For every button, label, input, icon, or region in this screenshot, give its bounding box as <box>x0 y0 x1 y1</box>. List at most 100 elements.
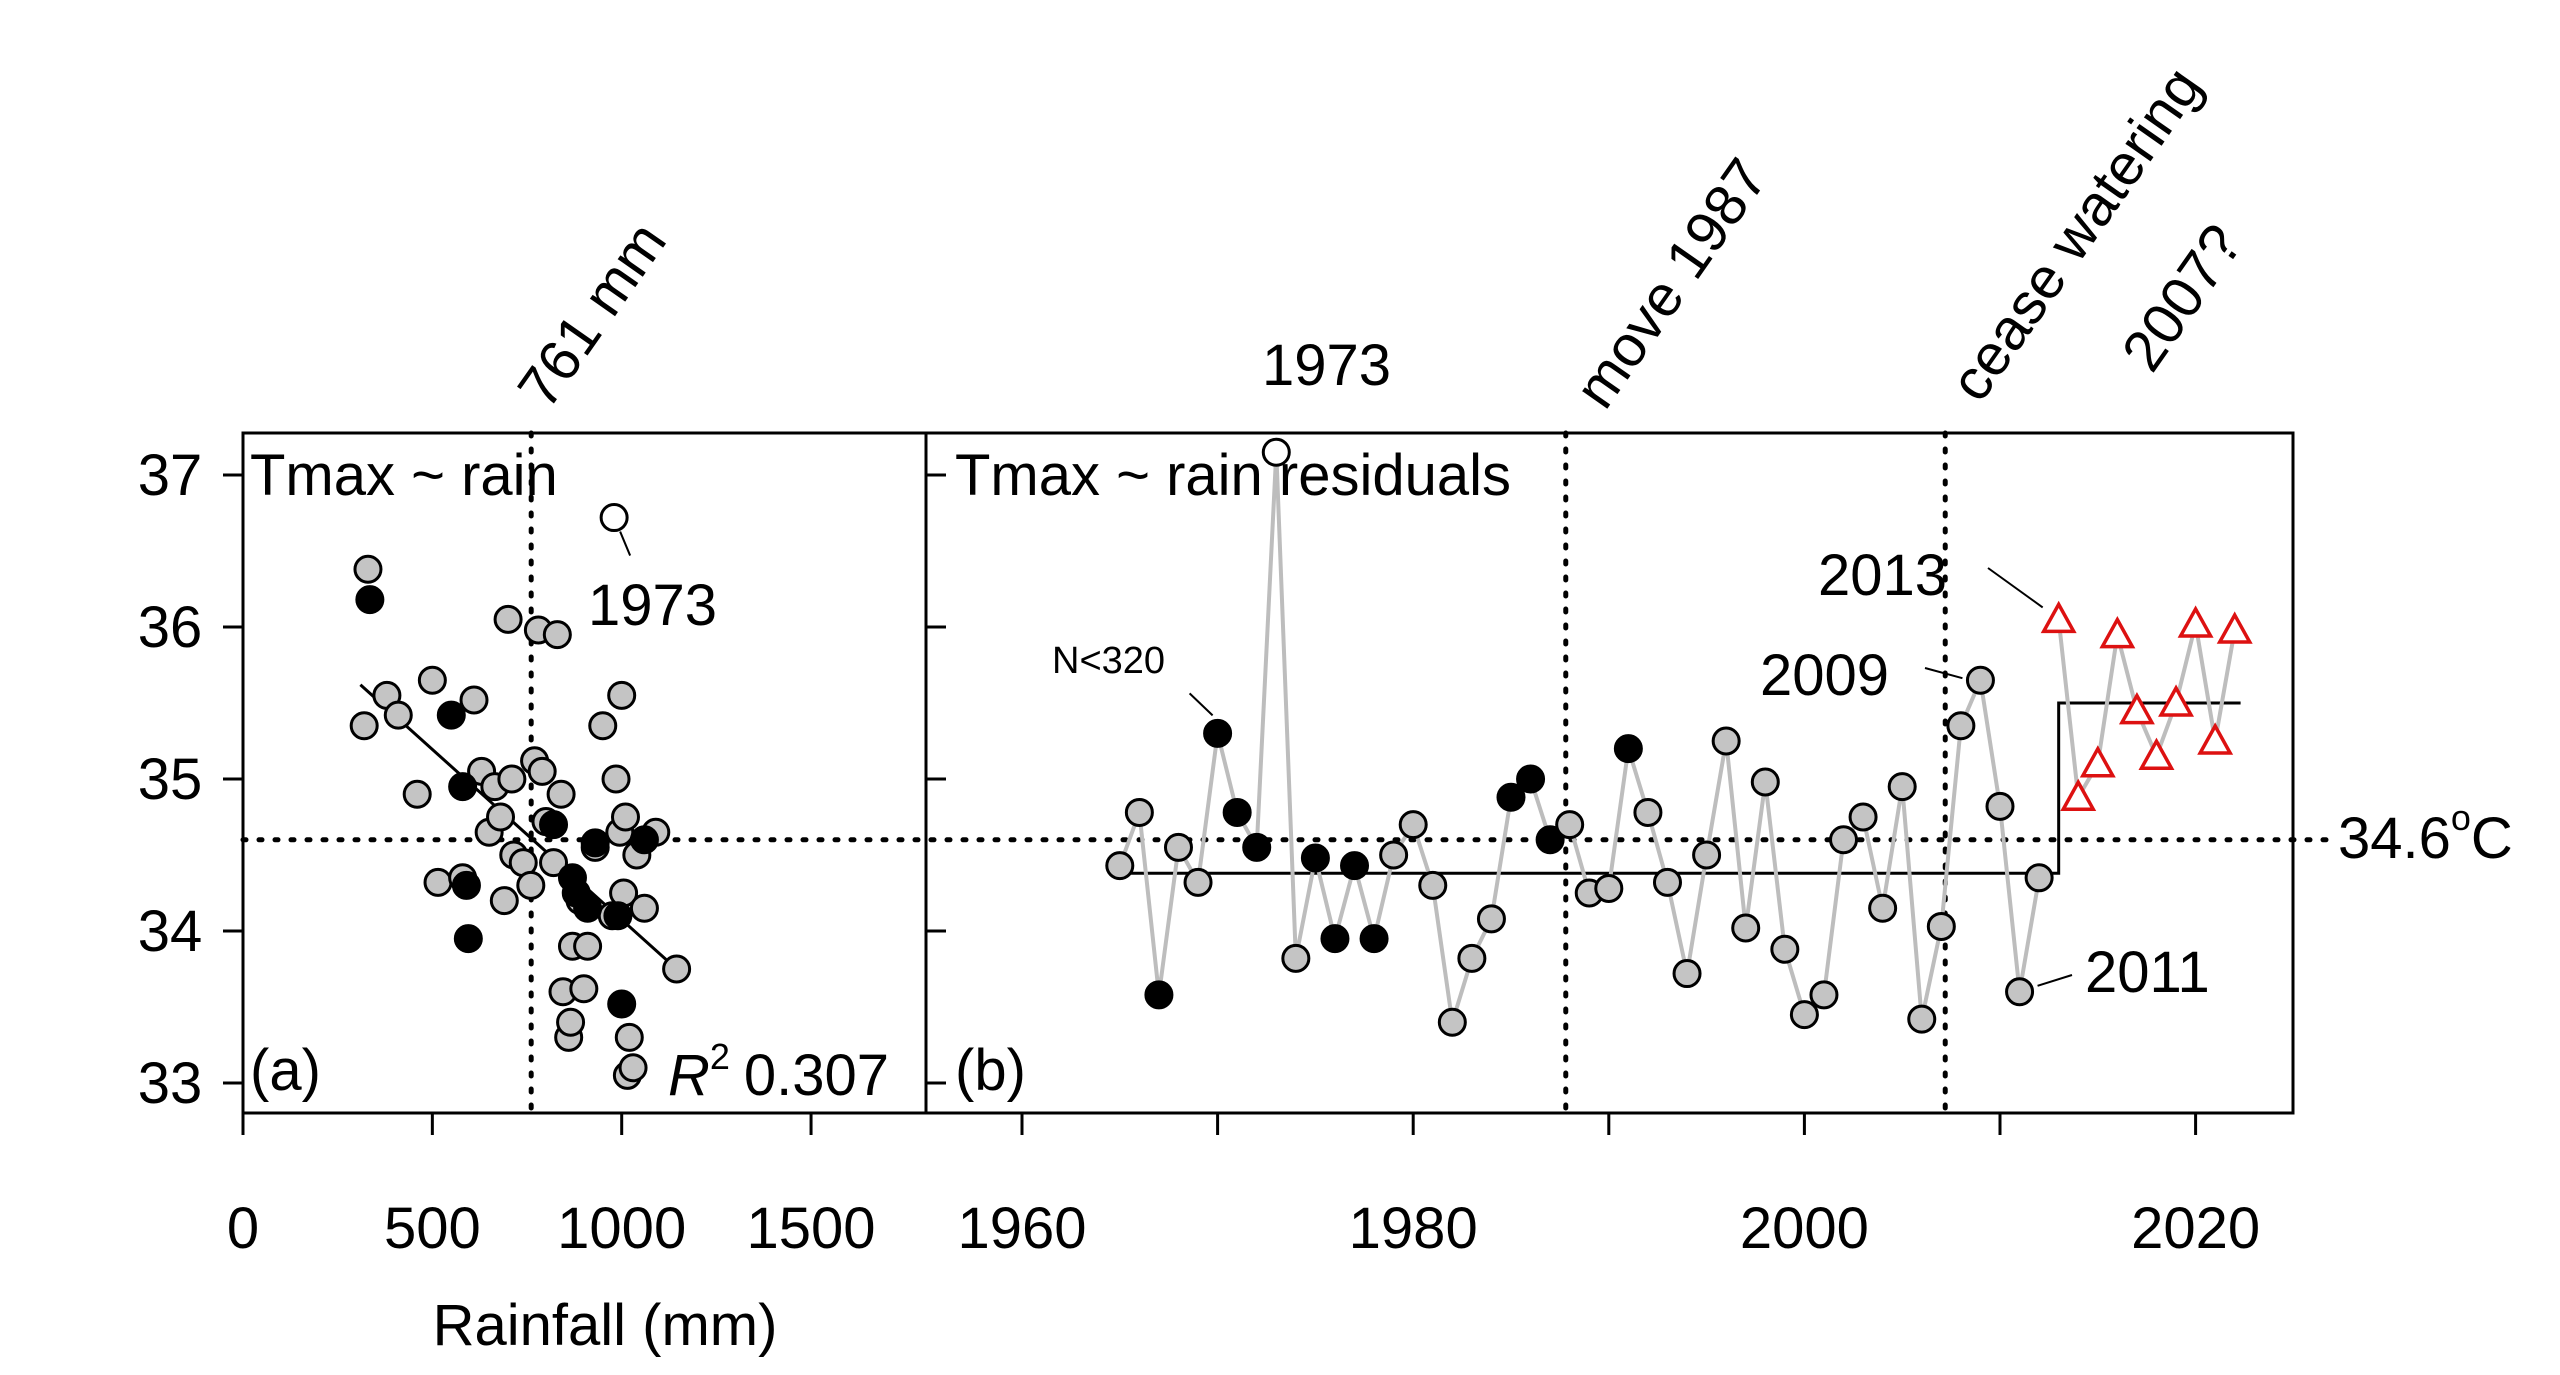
residual-point <box>1124 797 1154 827</box>
residual-point <box>1848 802 1878 832</box>
residual-point <box>1183 867 1213 897</box>
residual-point <box>1555 810 1585 840</box>
scatter-point-grey <box>629 893 659 923</box>
residual-point <box>1359 924 1389 954</box>
residual-point <box>1105 851 1135 881</box>
ref-degree: o <box>2451 797 2471 838</box>
residual-point <box>1926 911 1956 941</box>
scatter-point-grey <box>569 974 599 1004</box>
residual-point <box>1496 782 1526 812</box>
residual-point <box>1652 867 1682 897</box>
residual-point <box>1594 873 1624 903</box>
recent-triangle-point <box>2158 684 2195 717</box>
residual-point <box>1711 726 1741 756</box>
scatter-point-grey <box>573 931 603 961</box>
residual-point <box>1203 718 1233 748</box>
x-tick-label-b: 2020 <box>2131 1196 2260 1261</box>
scatter-point-grey <box>614 1022 644 1052</box>
scatter-point-grey <box>349 711 379 741</box>
residual-point <box>1222 797 1252 827</box>
r2-letter: R <box>668 1043 710 1108</box>
scatter-point-black <box>436 700 466 730</box>
residual-point <box>1379 840 1409 870</box>
residual-point <box>1320 924 1350 954</box>
scatter-point-black <box>573 893 603 923</box>
recent-triangle-point <box>2079 745 2116 778</box>
step-mean-line <box>1123 701 2241 875</box>
residual-point <box>1163 832 1193 862</box>
scatter-point-black <box>607 989 637 1019</box>
residual-point <box>1770 934 1800 964</box>
leader-2011 <box>2037 974 2073 987</box>
y-tick-label: 37 <box>138 443 203 508</box>
scatter-point-grey <box>588 711 618 741</box>
annotation-2013: 2013 <box>1818 543 1947 608</box>
scatter-point-black <box>451 870 481 900</box>
residual-point <box>1418 870 1448 900</box>
recent-triangle-point <box>2197 722 2234 755</box>
r2-value: 0.307 <box>744 1043 889 1108</box>
residual-point <box>1809 980 1839 1010</box>
scatter-point-grey <box>618 1053 648 1083</box>
residual-point <box>1946 711 1976 741</box>
residual-point <box>1613 734 1643 764</box>
panel-a-label: (a) <box>250 1038 321 1103</box>
y-tick-label: 35 <box>138 747 203 812</box>
scatter-point-grey <box>417 665 447 695</box>
residual-point <box>1868 893 1898 923</box>
scatter-point-black <box>539 810 569 840</box>
x-tick-label-a: 1000 <box>557 1196 686 1261</box>
leader-1973-a <box>619 531 632 556</box>
x-tick-label-a: 0 <box>227 1196 259 1261</box>
x-axis-label: Rainfall (mm) <box>433 1293 778 1358</box>
leader-2013 <box>1987 567 2044 609</box>
scatter-point-black <box>580 828 610 858</box>
scatter-point-grey <box>489 886 519 916</box>
recent-series-line <box>2056 619 2237 804</box>
x-tick-label-b: 1980 <box>1349 1196 1478 1261</box>
scatter-point-grey <box>493 604 523 634</box>
scatter-point-grey <box>402 779 432 809</box>
panel-b-label: (b) <box>955 1038 1026 1103</box>
recent-triangle-point <box>2040 600 2077 634</box>
scatter-point-grey <box>662 954 692 984</box>
scatter-point-grey <box>539 848 569 878</box>
scatter-point-black <box>603 901 633 931</box>
ref-line-label-34-6: 34.6oC <box>2338 797 2513 871</box>
annotation-761mm: 761 mm <box>505 211 678 420</box>
residual-point <box>1281 943 1311 973</box>
residual-point <box>1476 904 1506 934</box>
scatter-point-grey <box>497 764 527 794</box>
scatter-point-grey <box>601 764 631 794</box>
residual-point <box>1829 825 1859 855</box>
residual-point <box>1516 764 1546 794</box>
residual-point <box>2005 977 2035 1007</box>
leader-2009 <box>1924 667 1963 680</box>
annotation-move-1987: move 1987 <box>1562 147 1780 419</box>
annotation-2011: 2011 <box>2085 940 2210 1005</box>
annotation-2009: 2009 <box>1760 643 1889 708</box>
annotation-1973-b: 1973 <box>1262 333 1391 398</box>
y-tick-label: 36 <box>138 595 203 660</box>
recent-triangle-point <box>2060 778 2097 811</box>
recent-triangle-point <box>2216 611 2253 644</box>
leader-n320 <box>1188 692 1214 717</box>
y-tick-label: 34 <box>138 899 203 964</box>
scatter-point-grey <box>610 802 640 832</box>
scatter-point-black <box>448 772 478 802</box>
y-tick-label: 33 <box>138 1051 203 1116</box>
annotation-1973-a: 1973 <box>588 573 717 638</box>
panel-a-data <box>349 503 692 1090</box>
ref-unit: C <box>2471 806 2513 871</box>
panel-b-title: Tmax ~ rain residuals <box>955 443 1511 508</box>
annotation-n320: N<320 <box>1052 640 1165 682</box>
scatter-point-grey <box>353 554 383 584</box>
r2-sup: 2 <box>710 1036 730 1077</box>
residual-series-line <box>1117 452 2042 1023</box>
residual-point <box>1457 943 1487 973</box>
residual-point <box>1144 980 1174 1010</box>
axes: 33 34 35 36 37 0 500 1000 1500 1960 1980 2000 2020 <box>138 443 2260 1261</box>
residual-point <box>1789 1000 1819 1030</box>
scatter-point-grey <box>383 700 413 730</box>
